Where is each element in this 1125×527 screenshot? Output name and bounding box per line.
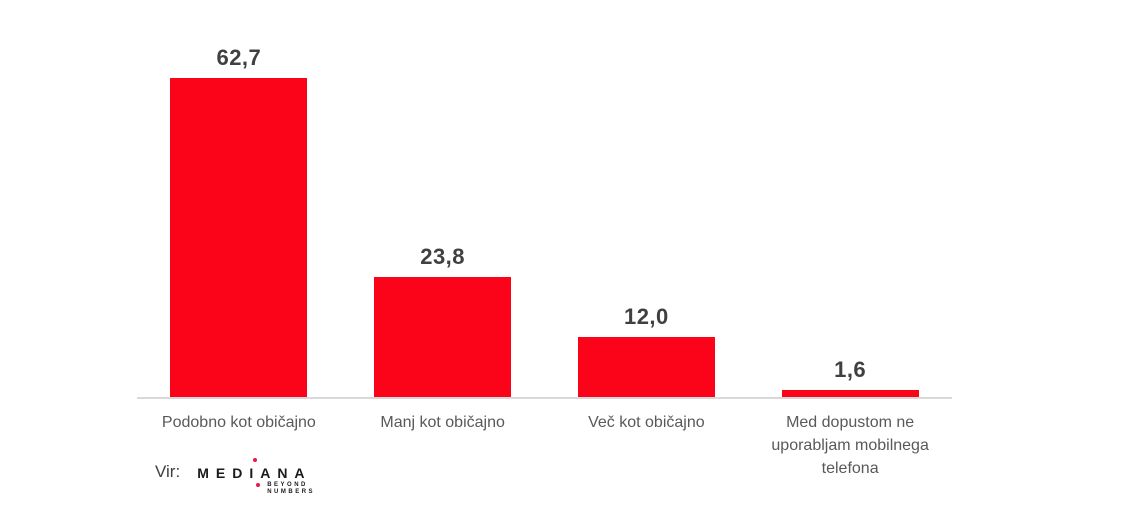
bar-slot: 62,7 — [137, 0, 341, 398]
bar — [577, 337, 715, 398]
category-label: Med dopustom ne uporabljam mobilnega tel… — [748, 411, 952, 480]
tagline-line-2: NUMBERS — [267, 489, 316, 495]
bar-slot: 23,8 — [341, 0, 545, 398]
source-attribution: Vir: MEDIANA BEYOND NUMBERS — [155, 458, 316, 496]
plot-area: 62,7 23,8 12,0 1,6 — [137, 0, 952, 398]
bar — [781, 390, 919, 398]
category-label-text: Podobno kot običajno — [161, 414, 316, 431]
bar-value-label: 1,6 — [834, 357, 867, 382]
bar — [170, 78, 308, 398]
mediana-tagline: BEYOND NUMBERS — [256, 482, 316, 496]
category-label-text: Manj kot običajno — [380, 414, 505, 431]
bar-slot: 1,6 — [748, 0, 952, 398]
logo-dot-icon — [256, 483, 261, 487]
category-label: Več kot običajno — [545, 411, 749, 480]
tagline-line-1: BEYOND — [267, 482, 308, 488]
category-label-text: Več kot običajno — [588, 414, 705, 431]
category-label: Podobno kot običajno — [137, 411, 341, 480]
bar-value-label: 62,7 — [216, 45, 262, 70]
mediana-logo: MEDIANA BEYOND NUMBERS — [197, 458, 316, 496]
category-label-text: Med dopustom ne uporabljam mobilnega tel… — [771, 414, 929, 477]
category-label: Manj kot običajno — [341, 411, 545, 480]
mediana-wordmark: MEDIANA — [197, 465, 312, 481]
bar-value-label: 12,0 — [623, 304, 669, 329]
bar — [374, 277, 512, 398]
category-labels: Podobno kot običajno Manj kot običajno Več… — [137, 411, 952, 480]
logo-dot-icon — [253, 458, 258, 462]
bar-slot: 12,0 — [545, 0, 749, 398]
source-prefix-label: Vir: — [155, 462, 181, 481]
x-axis-line — [137, 397, 952, 399]
bar-value-label: 23,8 — [420, 244, 466, 269]
